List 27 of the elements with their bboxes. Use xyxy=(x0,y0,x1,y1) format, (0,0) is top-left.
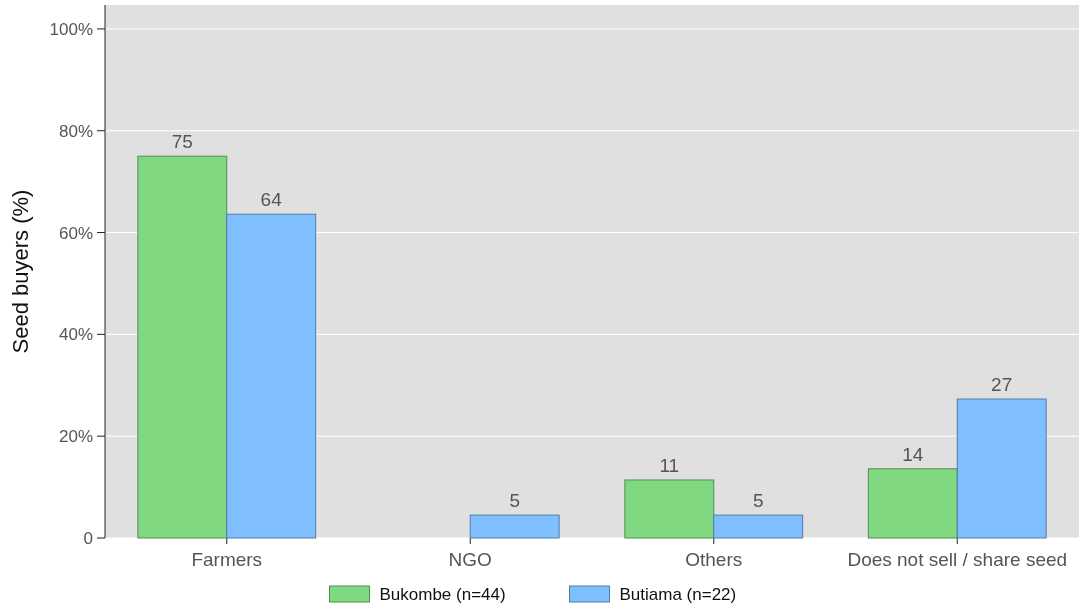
x-tick-label: NGO xyxy=(448,549,492,570)
legend-label: Butiama (n=22) xyxy=(619,584,737,604)
x-tick-label: Does not sell / share seed xyxy=(847,549,1068,570)
data-label: 64 xyxy=(260,189,283,211)
data-label: 5 xyxy=(752,490,764,512)
y-tick-label: 40% xyxy=(58,325,93,345)
data-label: 11 xyxy=(659,454,680,476)
data-label: 75 xyxy=(171,131,193,153)
y-tick-label: 20% xyxy=(58,427,93,447)
data-label: 5 xyxy=(509,490,520,512)
bar xyxy=(867,468,958,539)
y-tick-label: 80% xyxy=(58,121,93,141)
y-tick-label: 0 xyxy=(83,528,93,548)
y-tick-label: 60% xyxy=(58,223,93,243)
bar xyxy=(137,155,228,539)
bar xyxy=(713,514,804,539)
x-tick-label: Others xyxy=(685,549,743,570)
x-tick-label: Farmers xyxy=(191,549,263,570)
y-axis-title: Seed buyers (%) xyxy=(8,189,33,354)
data-label: 27 xyxy=(991,374,1013,396)
bar xyxy=(226,213,317,539)
legend-label: Bukombe (n=44) xyxy=(379,584,506,604)
bar xyxy=(469,514,560,539)
bar xyxy=(956,398,1047,539)
data-label: 14 xyxy=(902,443,924,465)
bar xyxy=(624,479,715,539)
y-tick-label: 100% xyxy=(49,19,93,39)
